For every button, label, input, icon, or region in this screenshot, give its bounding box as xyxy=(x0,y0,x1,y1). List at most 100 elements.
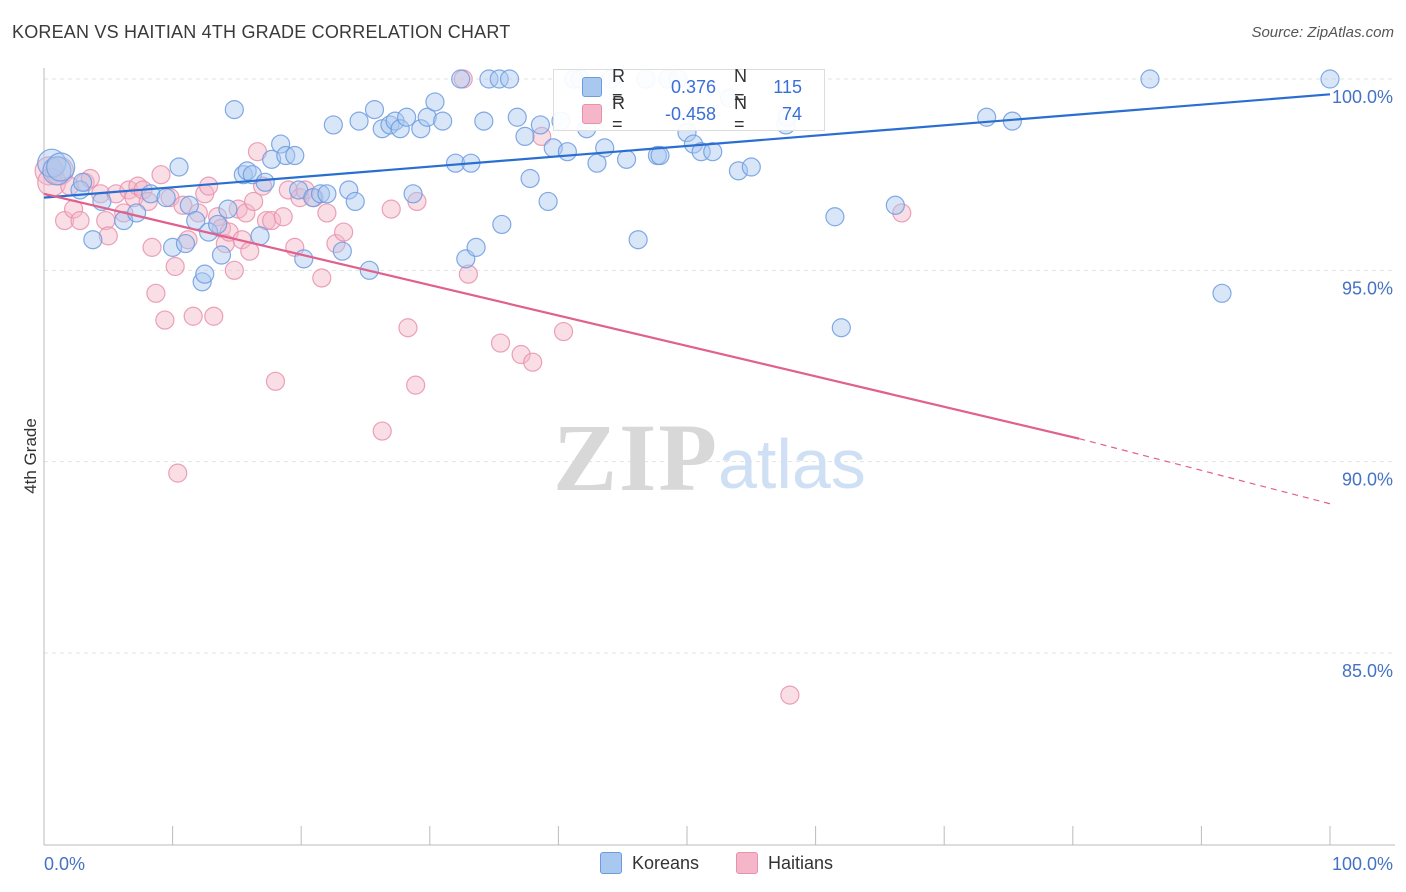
koreans-point xyxy=(411,119,431,139)
watermark-zip: ZIP xyxy=(553,404,719,511)
koreans-point xyxy=(237,161,257,181)
legend-r-label: R = xyxy=(612,93,625,134)
y-tick-label: 90.0% xyxy=(1342,470,1393,490)
legend-n-label: N = xyxy=(734,93,747,134)
legend-r-value: -0.458 xyxy=(664,103,716,124)
koreans-point xyxy=(1212,283,1232,303)
haitians-point xyxy=(278,180,298,200)
haitians-point xyxy=(168,463,188,483)
haitians-point xyxy=(173,195,193,215)
koreans-point xyxy=(339,180,359,200)
legend-r-label: R = xyxy=(612,66,625,107)
y-tick-labels: 100.0% 95.0% 90.0% 85.0% xyxy=(1332,87,1393,681)
haitians-point xyxy=(381,199,401,219)
x-tick-label-max: 100.0% xyxy=(1332,854,1393,874)
y-tick-label: 85.0% xyxy=(1342,661,1393,681)
legend-item-haitians: Haitians xyxy=(736,852,833,874)
haitians-point xyxy=(372,421,392,441)
haitians-point xyxy=(98,226,118,246)
haitians-point xyxy=(155,310,175,330)
haitians-point xyxy=(199,176,219,196)
koreans-point xyxy=(175,233,196,254)
koreans-point xyxy=(433,111,453,131)
koreans-point xyxy=(345,191,365,212)
koreans-point xyxy=(46,152,76,182)
koreans-point xyxy=(192,272,212,292)
koreans-point xyxy=(507,107,527,127)
chart-title: KOREAN VS HAITIAN 4TH GRADE CORRELATION … xyxy=(12,22,511,42)
haitians-point xyxy=(204,306,224,326)
koreans-point xyxy=(403,184,423,204)
koreans-point xyxy=(218,199,238,219)
source-label: Source: ZipAtlas.com xyxy=(1251,24,1394,41)
koreans-point xyxy=(349,111,369,131)
koreans-point xyxy=(390,119,410,139)
haitians-point xyxy=(208,207,228,227)
koreans-point xyxy=(42,156,72,186)
koreans-point xyxy=(380,115,400,135)
haitians-point xyxy=(523,352,543,372)
koreans-point xyxy=(250,226,270,246)
haitians-point xyxy=(262,210,282,231)
koreans-point xyxy=(628,230,648,250)
haitians-trend-extension xyxy=(1079,438,1331,505)
koreans-legend-label: Koreans xyxy=(632,852,700,873)
haitians-point xyxy=(146,283,166,303)
haitians-point xyxy=(236,203,256,223)
haitians-point xyxy=(334,222,354,242)
koreans-point xyxy=(224,100,244,120)
koreans-point xyxy=(489,69,509,89)
haitians-point xyxy=(458,264,478,284)
koreans-point xyxy=(728,161,749,181)
haitians-point xyxy=(511,344,531,365)
koreans-point xyxy=(332,241,352,261)
haitians-point xyxy=(265,371,286,391)
koreans-point xyxy=(195,264,215,284)
haitians-legend-label: Haitians xyxy=(768,852,834,873)
koreans-point xyxy=(538,191,558,212)
legend-r-value: 0.376 xyxy=(670,76,716,97)
watermark: ZIP atlas xyxy=(553,404,866,511)
koreans-point xyxy=(977,107,997,127)
haitians-legend-swatch xyxy=(736,852,758,874)
haitians-point xyxy=(553,321,574,342)
legend-n-value: 74 xyxy=(781,103,802,124)
koreans-point xyxy=(271,134,291,154)
koreans-point xyxy=(520,168,540,189)
haitians-point xyxy=(273,207,293,227)
haitians-point xyxy=(398,318,418,338)
koreans-point xyxy=(126,203,147,223)
haitians-point xyxy=(151,165,171,185)
koreans-point xyxy=(163,237,183,257)
koreans-legend-swatch xyxy=(600,852,622,874)
koreans-point xyxy=(703,142,723,162)
y-tick-label: 95.0% xyxy=(1342,278,1393,298)
koreans-point xyxy=(741,157,761,177)
koreans-point xyxy=(323,115,343,135)
koreans-point xyxy=(492,214,512,235)
y-axis-label: 4th Grade xyxy=(21,418,40,494)
koreans-point xyxy=(72,172,93,192)
koreans-point xyxy=(397,107,417,127)
koreans-point xyxy=(425,92,445,112)
haitians-point xyxy=(490,333,511,353)
haitian-swatch xyxy=(582,104,602,124)
koreans-point xyxy=(208,214,228,235)
haitians-point xyxy=(70,210,90,231)
haitians-point xyxy=(142,237,162,257)
koreans-point xyxy=(262,149,282,169)
koreans-point xyxy=(650,145,670,166)
series-legend: Koreans Haitians xyxy=(0,852,1406,878)
koreans-point xyxy=(831,318,851,338)
koreans-point xyxy=(156,188,176,208)
koreans-point xyxy=(364,100,385,120)
koreans-point xyxy=(499,69,520,89)
correlation-legend: R = 0.376 N = 115 R = -0.458 N = 74 xyxy=(553,66,825,134)
haitians-trend-line xyxy=(43,192,1080,440)
koreans-point xyxy=(474,111,494,131)
x-tick-label-min: 0.0% xyxy=(44,854,85,874)
koreans-point xyxy=(310,184,331,204)
y-tick-label: 100.0% xyxy=(1332,87,1393,107)
koreans-point xyxy=(691,142,711,162)
